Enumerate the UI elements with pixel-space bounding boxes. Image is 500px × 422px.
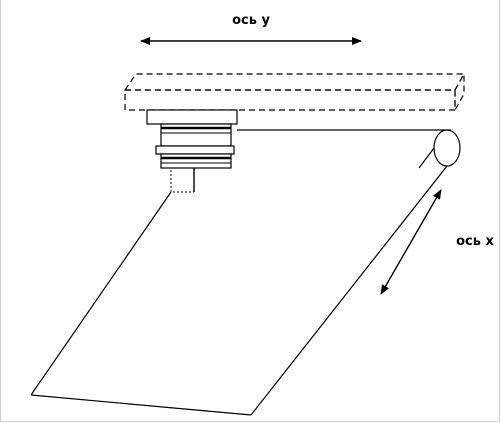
axis-x-arrow — [380, 189, 442, 295]
axis-x-label: ось x — [456, 234, 494, 249]
dashed-carriage-beam — [123, 71, 466, 113]
pen-stem-hidden-edge — [170, 170, 194, 193]
paper-roller — [237, 129, 461, 167]
pen-head — [146, 109, 238, 169]
paper-sheet — [30, 147, 448, 416]
axis-y-label: ось y — [232, 13, 270, 28]
